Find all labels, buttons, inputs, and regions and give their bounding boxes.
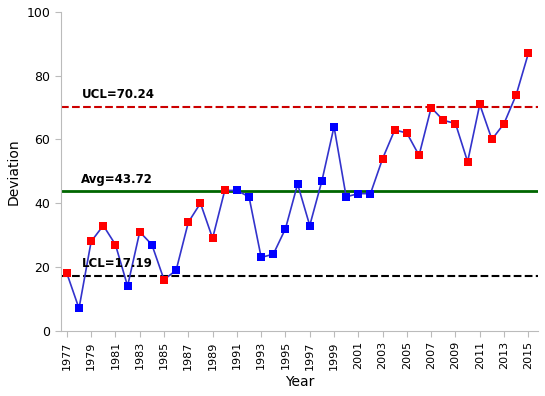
Text: Avg=43.72: Avg=43.72: [81, 173, 153, 186]
X-axis label: Year: Year: [284, 375, 314, 389]
Text: LCL=17.19: LCL=17.19: [81, 257, 152, 270]
Y-axis label: Deviation: Deviation: [7, 138, 21, 205]
Text: UCL=70.24: UCL=70.24: [81, 88, 154, 101]
